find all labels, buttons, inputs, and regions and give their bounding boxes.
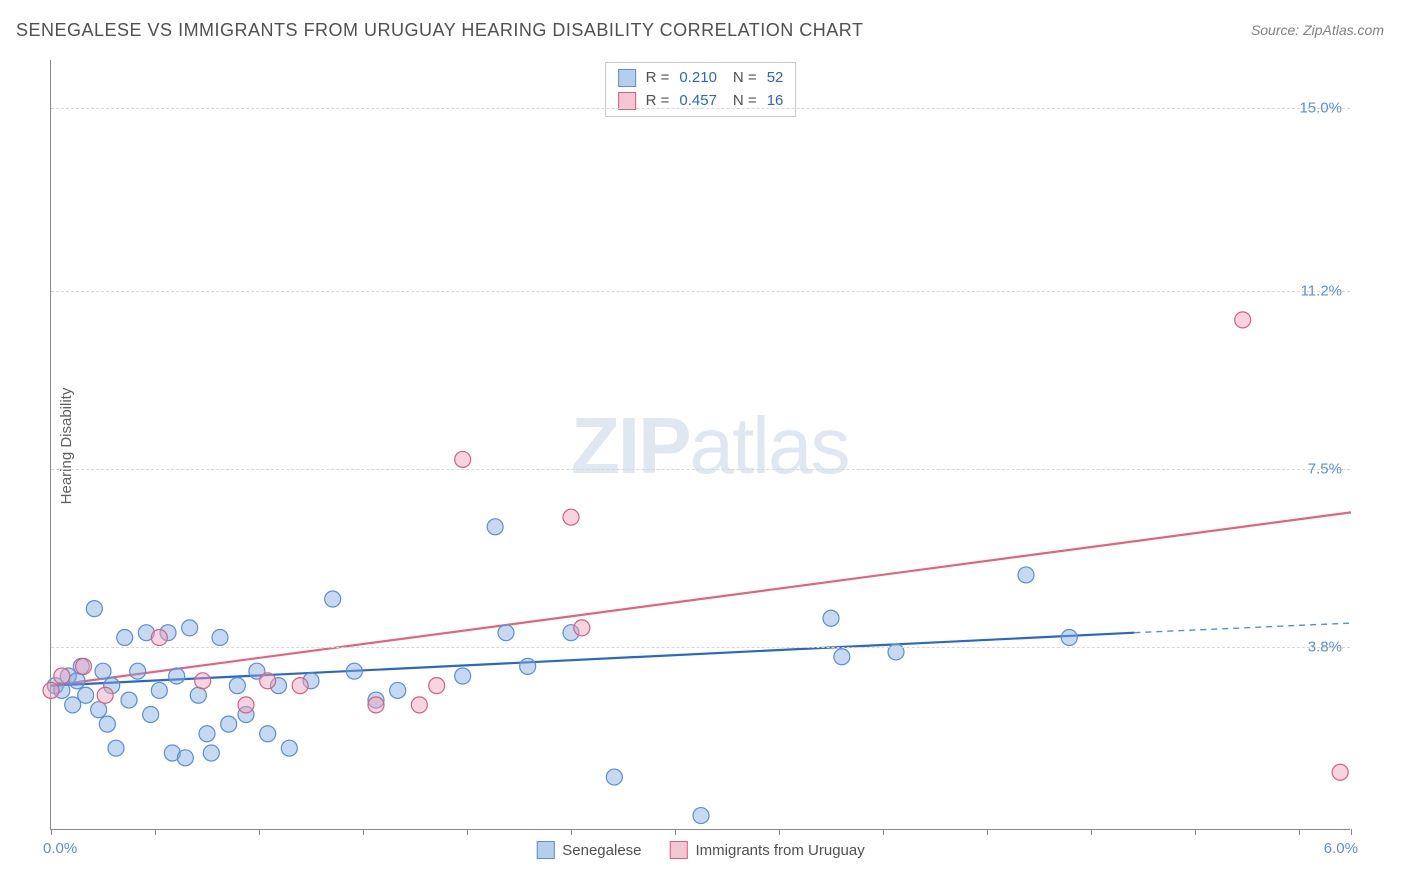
data-point xyxy=(1018,567,1034,583)
data-point xyxy=(390,682,406,698)
data-point xyxy=(78,687,94,703)
data-point xyxy=(429,678,445,694)
data-point xyxy=(221,716,237,732)
swatch-blue-icon xyxy=(618,69,636,87)
data-point xyxy=(130,663,146,679)
data-point xyxy=(91,702,107,718)
legend-item-1: Immigrants from Uruguay xyxy=(670,841,865,859)
legend-categories: Senegalese Immigrants from Uruguay xyxy=(536,841,864,859)
legend-label-1: Immigrants from Uruguay xyxy=(696,842,865,859)
x-axis-min-label: 0.0% xyxy=(43,840,77,857)
legend-item-0: Senegalese xyxy=(536,841,641,859)
data-point xyxy=(117,630,133,646)
data-point xyxy=(574,620,590,636)
x-tick-mark xyxy=(987,829,988,835)
swatch-pink-icon xyxy=(670,841,688,859)
data-point xyxy=(1332,764,1348,780)
x-tick-mark xyxy=(363,829,364,835)
n-value-0: 52 xyxy=(767,67,784,90)
data-point xyxy=(498,625,514,641)
data-point xyxy=(368,697,384,713)
data-point xyxy=(260,726,276,742)
data-point xyxy=(520,658,536,674)
x-tick-mark xyxy=(779,829,780,835)
data-point xyxy=(169,668,185,684)
x-tick-mark xyxy=(675,829,676,835)
page-title: SENEGALESE VS IMMIGRANTS FROM URUGUAY HE… xyxy=(16,20,863,41)
data-point xyxy=(76,658,92,674)
x-tick-mark xyxy=(155,829,156,835)
x-axis-max-label: 6.0% xyxy=(1324,840,1358,857)
trend-line-blue-extension xyxy=(1134,623,1351,633)
data-point xyxy=(182,620,198,636)
gridline xyxy=(51,647,1350,648)
x-tick-mark xyxy=(1195,829,1196,835)
data-point xyxy=(177,750,193,766)
data-point xyxy=(199,726,215,742)
data-point xyxy=(229,678,245,694)
data-point xyxy=(693,808,709,824)
legend-label-0: Senegalese xyxy=(562,842,641,859)
data-point xyxy=(151,682,167,698)
data-point xyxy=(823,610,839,626)
data-point xyxy=(487,519,503,535)
chart-plot-area: ZIPatlas R = 0.210 N = 52 R = 0.457 N = … xyxy=(50,60,1350,830)
data-point xyxy=(325,591,341,607)
y-tick-label: 7.5% xyxy=(1308,461,1342,478)
r-label: R = xyxy=(646,67,670,90)
r-value-0: 0.210 xyxy=(679,67,717,90)
gridline xyxy=(51,469,1350,470)
data-point xyxy=(281,740,297,756)
data-point xyxy=(411,697,427,713)
swatch-blue-icon xyxy=(536,841,554,859)
y-tick-label: 3.8% xyxy=(1308,639,1342,656)
data-point xyxy=(606,769,622,785)
data-point xyxy=(455,668,471,684)
gridline xyxy=(51,108,1350,109)
y-tick-label: 11.2% xyxy=(1301,283,1342,300)
gridline xyxy=(51,291,1350,292)
data-point xyxy=(292,678,308,694)
data-point xyxy=(97,687,113,703)
y-tick-label: 15.0% xyxy=(1299,100,1342,117)
source-attribution: Source: ZipAtlas.com xyxy=(1251,22,1384,38)
x-tick-mark xyxy=(51,829,52,835)
x-tick-mark xyxy=(259,829,260,835)
data-point xyxy=(203,745,219,761)
data-point xyxy=(151,630,167,646)
data-point xyxy=(195,673,211,689)
x-tick-mark xyxy=(883,829,884,835)
data-point xyxy=(99,716,115,732)
data-point xyxy=(143,707,159,723)
swatch-pink-icon xyxy=(618,92,636,110)
x-tick-mark xyxy=(1299,829,1300,835)
trend-line-pink xyxy=(51,512,1351,685)
data-point xyxy=(121,692,137,708)
chart-svg-layer xyxy=(51,60,1350,829)
data-point xyxy=(563,509,579,525)
legend-stats-row-0: R = 0.210 N = 52 xyxy=(618,67,784,90)
data-point xyxy=(1061,630,1077,646)
data-point xyxy=(95,663,111,679)
data-point xyxy=(346,663,362,679)
data-point xyxy=(43,682,59,698)
data-point xyxy=(190,687,206,703)
data-point xyxy=(260,673,276,689)
data-point xyxy=(69,673,85,689)
data-point xyxy=(238,697,254,713)
data-point xyxy=(212,630,228,646)
n-label: N = xyxy=(733,67,757,90)
data-point xyxy=(54,668,70,684)
data-point xyxy=(1235,312,1251,328)
data-point xyxy=(834,649,850,665)
x-tick-mark xyxy=(467,829,468,835)
data-point xyxy=(108,740,124,756)
x-tick-mark xyxy=(1351,829,1352,835)
x-tick-mark xyxy=(571,829,572,835)
data-point xyxy=(86,601,102,617)
x-tick-mark xyxy=(1091,829,1092,835)
data-point xyxy=(455,451,471,467)
